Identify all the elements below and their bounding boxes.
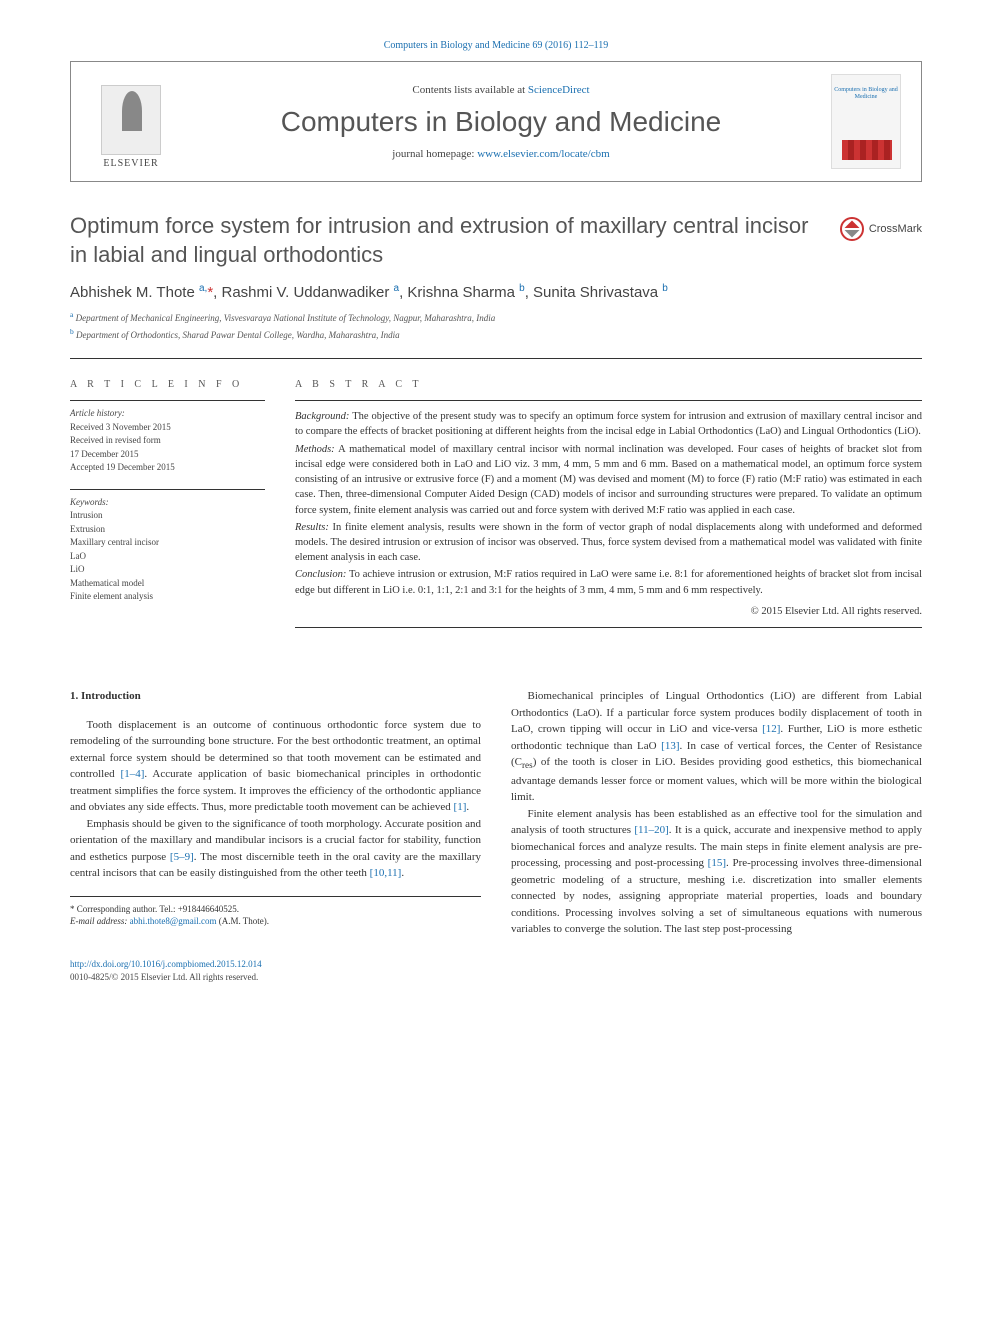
body-paragraph: Emphasis should be given to the signific… [70,816,481,882]
affiliation-line: a Department of Mechanical Engineering, … [70,309,922,326]
affiliations: a Department of Mechanical Engineering, … [70,309,922,342]
keyword: Mathematical model [70,577,265,591]
doi-block: http://dx.doi.org/10.1016/j.compbiomed.2… [70,958,481,985]
corresponding-author-footer: * Corresponding author. Tel.: +918446640… [70,896,481,928]
keywords-block: Keywords: IntrusionExtrusionMaxillary ce… [70,489,265,604]
abstract-heading: A B S T R A C T [295,379,922,390]
history-line: 17 December 2015 [70,448,265,462]
keyword: LaO [70,550,265,564]
keyword: Intrusion [70,509,265,523]
homepage-link[interactable]: www.elsevier.com/locate/cbm [477,148,609,160]
abstract-section: Methods: A mathematical model of maxilla… [295,442,922,518]
info-abstract-row: A R T I C L E I N F O Article history: R… [70,379,922,628]
header-center: Contents lists available at ScienceDirec… [171,84,831,160]
authors-line: Abhishek M. Thote a,*, Rashmi V. Uddanwa… [70,283,922,301]
body-columns: 1. Introduction Tooth displacement is an… [70,688,922,985]
elsevier-text: ELSEVIER [103,158,158,169]
keyword: Extrusion [70,523,265,537]
homepage-prefix: journal homepage: [392,148,477,160]
sciencedirect-link[interactable]: ScienceDirect [528,84,590,96]
article-title: Optimum force system for intrusion and e… [70,212,922,269]
contents-prefix: Contents lists available at [412,84,527,96]
email-line: E-mail address: abhi.thote8@gmail.com (A… [70,915,481,928]
crossmark-icon [840,217,864,241]
affiliation-line: b Department of Orthodontics, Sharad Paw… [70,326,922,343]
column-left: 1. Introduction Tooth displacement is an… [70,688,481,985]
journal-cover-thumbnail: Computers in Biology and Medicine [831,74,901,169]
keywords-label: Keywords: [70,496,265,510]
history-line: Accepted 19 December 2015 [70,461,265,475]
history-label: Article history: [70,407,265,421]
keyword: LiO [70,563,265,577]
intro-heading: 1. Introduction [70,688,481,705]
cover-title: Computers in Biology and Medicine [832,87,900,101]
journal-title: Computers in Biology and Medicine [171,106,831,138]
column-right: Biomechanical principles of Lingual Orth… [511,688,922,985]
email-label: E-mail address: [70,916,130,926]
email-suffix: (A.M. Thote). [216,916,269,926]
keyword: Maxillary central incisor [70,536,265,550]
crossmark-label: CrossMark [869,222,922,236]
homepage-line: journal homepage: www.elsevier.com/locat… [171,148,831,160]
abstract-column: A B S T R A C T Background: The objectiv… [295,379,922,628]
abstract-copyright: © 2015 Elsevier Ltd. All rights reserved… [295,604,922,619]
abstract-section: Results: In finite element analysis, res… [295,520,922,566]
body-paragraph: Finite element analysis has been establi… [511,806,922,938]
article-info-heading: A R T I C L E I N F O [70,379,265,390]
page-container: Computers in Biology and Medicine 69 (20… [0,0,992,1025]
journal-header-box: ELSEVIER Contents lists available at Sci… [70,61,922,182]
doi-link[interactable]: http://dx.doi.org/10.1016/j.compbiomed.2… [70,959,262,969]
article-title-text: Optimum force system for intrusion and e… [70,213,808,267]
cover-bars-icon [842,140,892,160]
email-link[interactable]: abhi.thote8@gmail.com [130,916,217,926]
corr-author-line: * Corresponding author. Tel.: +918446640… [70,903,481,916]
body-paragraph: Biomechanical principles of Lingual Orth… [511,688,922,806]
rule-abstract-bottom [295,627,922,628]
history-line: Received in revised form [70,434,265,448]
header-citation: Computers in Biology and Medicine 69 (20… [70,40,922,51]
keyword: Finite element analysis [70,590,265,604]
abstract-section: Conclusion: To achieve intrusion or extr… [295,567,922,597]
issn-copyright: 0010-4825/© 2015 Elsevier Ltd. All right… [70,972,258,982]
crossmark-badge[interactable]: CrossMark [840,217,922,241]
article-info-column: A R T I C L E I N F O Article history: R… [70,379,265,628]
body-paragraph: Tooth displacement is an outcome of cont… [70,717,481,816]
elsevier-logo: ELSEVIER [91,74,171,169]
abstract-section: Background: The objective of the present… [295,409,922,439]
article-history-block: Article history: Received 3 November 201… [70,400,265,475]
history-line: Received 3 November 2015 [70,421,265,435]
abstract-body: Background: The objective of the present… [295,400,922,619]
contents-line: Contents lists available at ScienceDirec… [171,84,831,96]
elsevier-tree-icon [101,85,161,155]
rule-top [70,358,922,359]
